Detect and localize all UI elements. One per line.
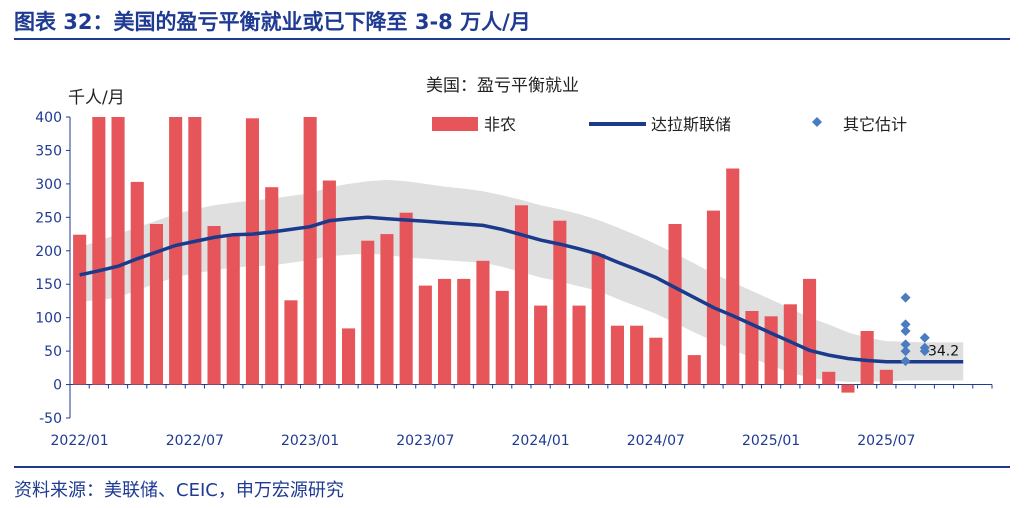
bar-nfp bbox=[534, 305, 548, 385]
x-tick-label: 2023/07 bbox=[396, 433, 454, 449]
bar-nfp bbox=[188, 117, 202, 385]
y-tick-label: 200 bbox=[35, 244, 62, 260]
bar-nfp bbox=[879, 369, 893, 385]
bar-nfp bbox=[342, 328, 356, 385]
legend-bar-swatch bbox=[432, 117, 478, 131]
bar-nfp bbox=[92, 117, 106, 385]
bar-nfp bbox=[841, 384, 855, 393]
bar-nfp bbox=[803, 278, 817, 385]
bar-nfp bbox=[572, 305, 586, 385]
title-divider bbox=[14, 38, 1010, 40]
bar-nfp bbox=[245, 118, 259, 385]
y-tick-label: 250 bbox=[35, 210, 62, 226]
estimate-dot bbox=[900, 292, 911, 303]
bar-nfp bbox=[476, 260, 490, 385]
bar-nfp bbox=[514, 205, 528, 385]
bar-nfp bbox=[207, 226, 221, 385]
bar-nfp bbox=[649, 337, 663, 385]
bar-nfp bbox=[380, 234, 394, 385]
page-title: 图表 32：美国的盈亏平衡就业或已下降至 3-8 万人/月 bbox=[14, 10, 531, 34]
bar-nfp bbox=[322, 180, 336, 385]
bar-nfp bbox=[457, 278, 471, 385]
chart-title: 美国：盈亏平衡就业 bbox=[426, 76, 579, 96]
bar-nfp bbox=[399, 212, 413, 385]
y-tick-label: 400 bbox=[35, 110, 62, 126]
y-tick-label: 150 bbox=[35, 277, 62, 293]
bar-nfp bbox=[822, 371, 836, 385]
legend-line-label: 达拉斯联储 bbox=[651, 115, 731, 134]
legend-bar-label: 非农 bbox=[484, 115, 516, 134]
bar-nfp bbox=[438, 278, 452, 385]
y-tick-label: 300 bbox=[35, 177, 62, 193]
y-axis-label: 千人/月 bbox=[68, 88, 125, 108]
source-note: 资料来源：美联储、CEIC，申万宏源研究 bbox=[14, 480, 344, 501]
legend: 非农 达拉斯联储 其它估计 bbox=[432, 115, 907, 134]
bar-nfp bbox=[130, 181, 144, 385]
bar-nfp bbox=[687, 355, 701, 385]
x-tick-label: 2024/01 bbox=[512, 433, 570, 449]
bar-nfp bbox=[706, 210, 720, 385]
bar-nfp bbox=[745, 311, 759, 385]
bar-nfp bbox=[111, 117, 125, 385]
bar-nfp bbox=[361, 240, 375, 385]
bar-nfp bbox=[860, 331, 874, 385]
estimate-dot bbox=[900, 346, 911, 357]
bar-nfp bbox=[591, 254, 605, 385]
bar-nfp bbox=[668, 224, 682, 385]
x-tick-label: 2023/01 bbox=[281, 433, 339, 449]
x-tick-label: 2022/07 bbox=[166, 433, 224, 449]
x-tick-label: 2025/01 bbox=[742, 433, 800, 449]
y-tick-label: -50 bbox=[39, 411, 62, 427]
estimate-dot bbox=[900, 326, 911, 337]
bar-nfp bbox=[418, 285, 432, 385]
bar-nfp bbox=[610, 325, 624, 385]
bar-nfp bbox=[226, 234, 240, 385]
x-tick-label: 2025/07 bbox=[857, 433, 915, 449]
estimate-dot bbox=[900, 319, 911, 330]
estimate-dot bbox=[900, 356, 911, 367]
y-tick-label: 0 bbox=[53, 378, 62, 394]
annotation-label: 34.2 bbox=[928, 344, 959, 360]
estimate-dot bbox=[919, 346, 930, 357]
estimate-dot bbox=[919, 332, 930, 343]
bar-nfp bbox=[169, 117, 183, 385]
bar-nfp bbox=[764, 316, 778, 385]
bar-nfp bbox=[726, 168, 740, 385]
x-tick-label: 2022/01 bbox=[51, 433, 109, 449]
legend-dots-label: 其它估计 bbox=[843, 115, 907, 134]
bar-nfp bbox=[553, 220, 567, 385]
dallas-fed-line bbox=[79, 215, 964, 364]
bar-nfp bbox=[149, 224, 163, 385]
y-tick-label: 350 bbox=[35, 143, 62, 159]
y-tick-label: 100 bbox=[35, 311, 62, 327]
bar-nfp bbox=[783, 304, 797, 385]
bar-nfp bbox=[73, 234, 87, 385]
bar-nfp bbox=[630, 325, 644, 385]
bar-nfp bbox=[265, 187, 279, 385]
source-divider bbox=[14, 466, 1010, 468]
x-tick-label: 2024/07 bbox=[627, 433, 685, 449]
y-tick-label: 50 bbox=[44, 344, 62, 360]
estimate-dot bbox=[900, 339, 911, 350]
legend-dot-swatch bbox=[812, 117, 822, 127]
bar-nfp bbox=[284, 300, 298, 385]
bar-nfp bbox=[495, 290, 509, 385]
estimate-band bbox=[79, 179, 964, 382]
bar-nfp bbox=[303, 117, 317, 385]
